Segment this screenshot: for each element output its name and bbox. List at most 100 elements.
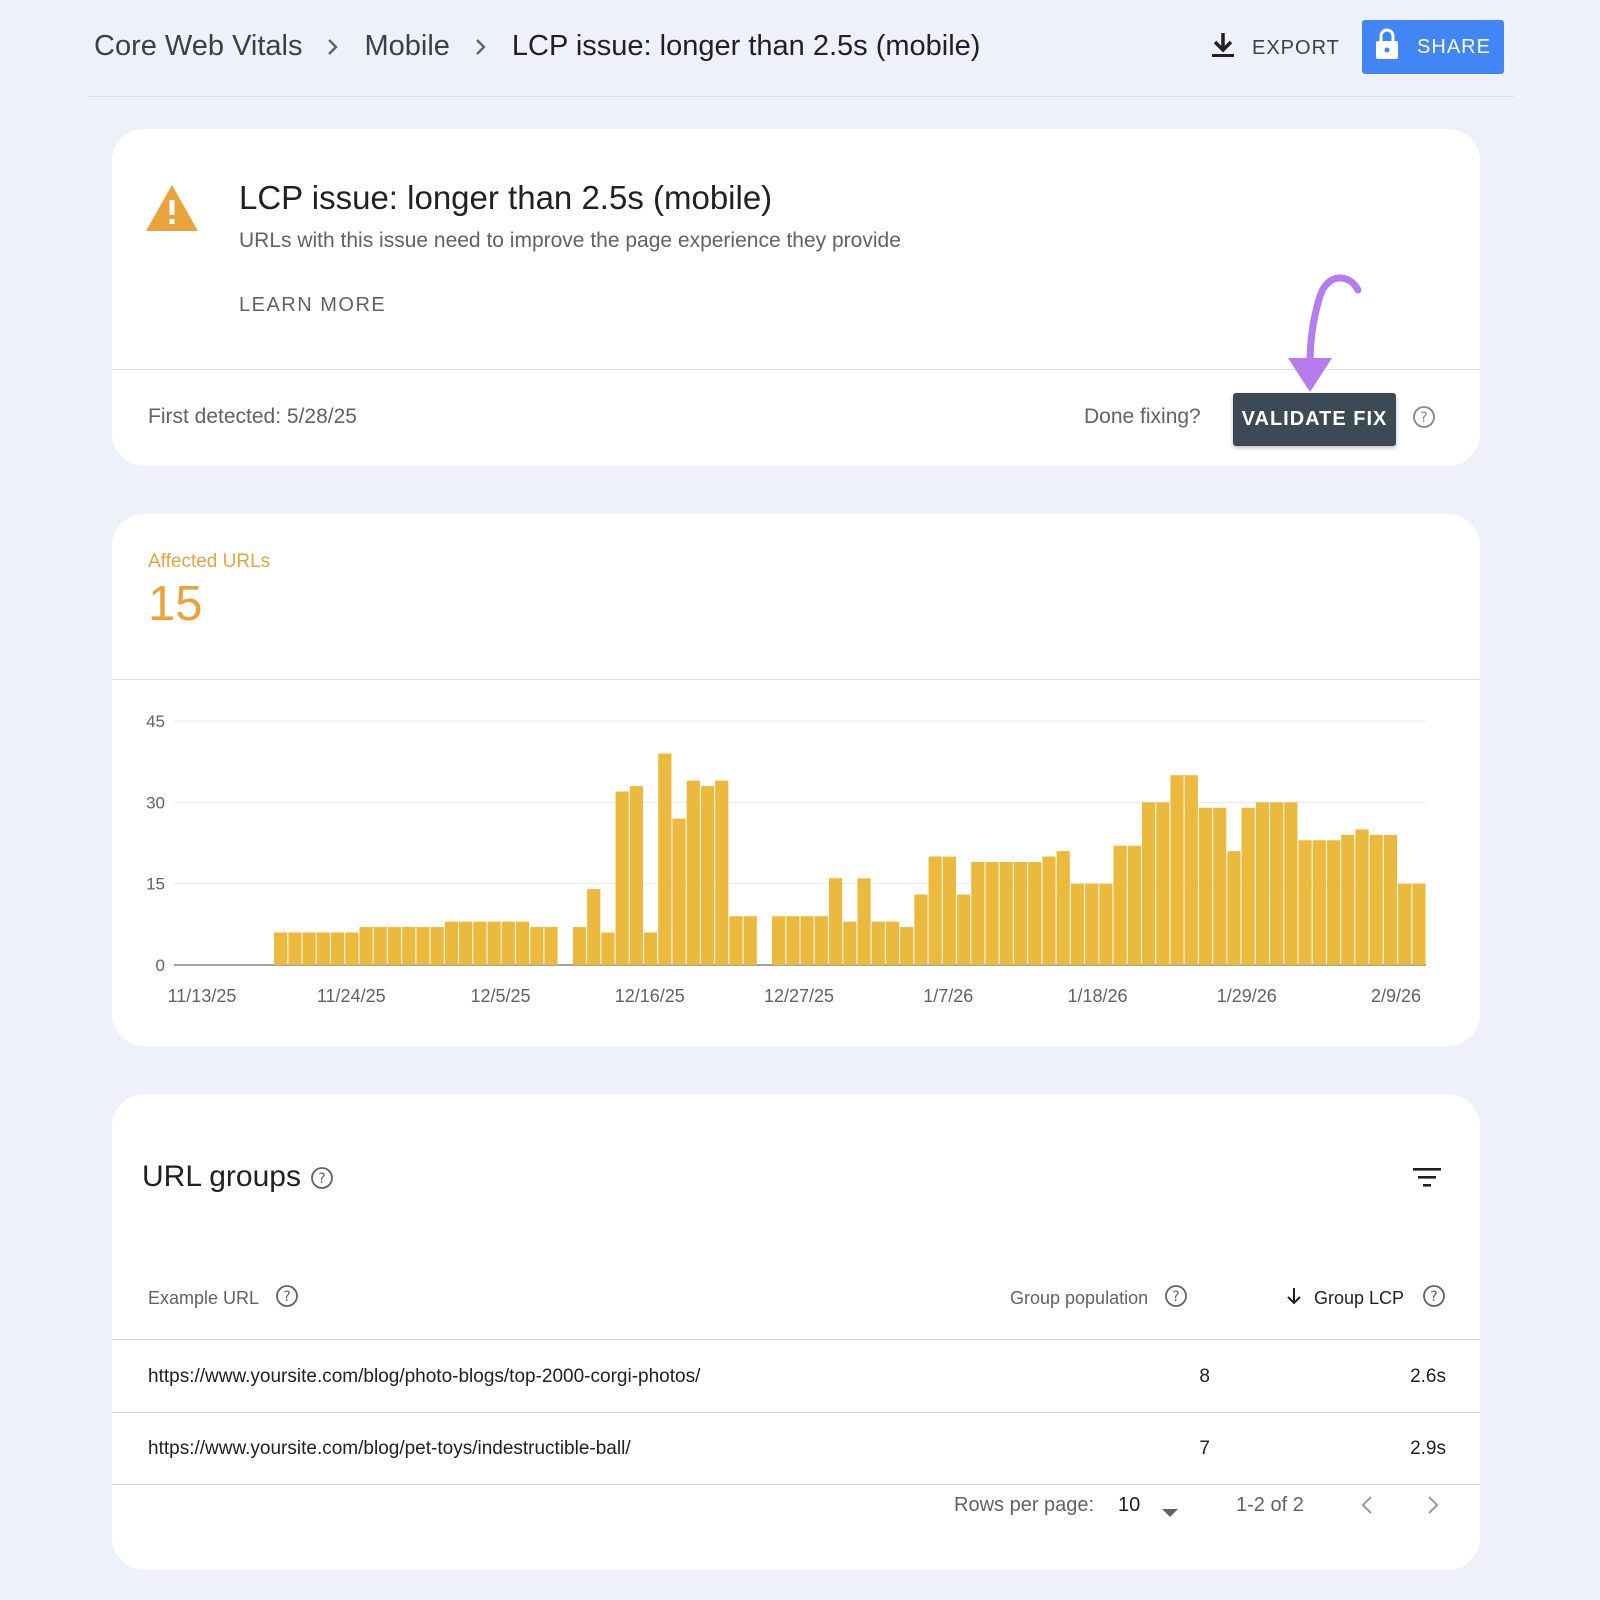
- chart-bar: [473, 921, 487, 965]
- help-icon[interactable]: ?: [310, 1166, 334, 1195]
- chart-bar: [900, 927, 914, 965]
- chart-bar: [544, 927, 558, 965]
- chart-bar: [814, 916, 828, 965]
- svg-text:?: ?: [318, 1171, 325, 1187]
- column-header-label: Group LCP: [1314, 1288, 1405, 1308]
- chart-bar: [1170, 775, 1184, 965]
- chart-bar: [430, 927, 444, 965]
- chart-bar: [459, 921, 473, 965]
- learn-more-link[interactable]: LEARN MORE: [239, 294, 387, 316]
- share-button[interactable]: SHARE: [1362, 20, 1504, 74]
- chart-bar: [1341, 834, 1355, 965]
- row-lcp: 2.9s: [1410, 1438, 1446, 1459]
- chart-bar: [1013, 861, 1028, 965]
- chart-bar: [1270, 802, 1284, 965]
- affected-urls-card: Affected URLs 15 45 30 15 0 11/13/25 11/24/25…: [112, 514, 1480, 1046]
- breadcrumb-mobile[interactable]: Mobile: [364, 30, 450, 62]
- affected-urls-label: Affected URLs: [148, 551, 271, 572]
- x-tick-label: 2/9/26: [1371, 986, 1421, 1006]
- chart-bar: [1113, 845, 1127, 965]
- help-icon[interactable]: ?: [275, 1284, 299, 1313]
- chart-bar: [444, 921, 459, 965]
- chart-bar: [1127, 845, 1141, 965]
- sort-descending-icon: [1284, 1286, 1304, 1311]
- chart-bar: [971, 861, 985, 965]
- y-tick-label: 30: [146, 793, 165, 812]
- column-header-example-url[interactable]: Example URL ?: [148, 1284, 299, 1313]
- chart-bar: [928, 856, 942, 965]
- export-label: EXPORT: [1252, 36, 1340, 59]
- x-tick-label: 1/18/26: [1067, 986, 1127, 1006]
- dropdown-caret-icon[interactable]: [1160, 1502, 1180, 1525]
- rows-per-page-label: Rows per page:: [954, 1494, 1095, 1516]
- divider: [112, 679, 1480, 680]
- svg-text:?: ?: [283, 1289, 290, 1305]
- next-page-icon[interactable]: [1426, 1494, 1440, 1522]
- chart-bar: [1099, 883, 1113, 965]
- chart-bar: [1398, 883, 1412, 965]
- validate-fix-button[interactable]: VALIDATE FIX: [1233, 393, 1396, 446]
- chart-bar: [1255, 802, 1269, 965]
- breadcrumb-core-web-vitals[interactable]: Core Web Vitals: [94, 30, 303, 62]
- svg-text:?: ?: [1430, 1289, 1437, 1305]
- x-tick-label: 11/24/25: [317, 986, 386, 1006]
- chart-bar: [1298, 840, 1312, 965]
- chart-bar: [1326, 840, 1341, 965]
- pagination-range: 1-2 of 2: [1236, 1494, 1304, 1516]
- download-icon: [1210, 31, 1236, 65]
- row-population: 7: [1199, 1438, 1210, 1459]
- x-tick-label: 12/16/25: [615, 986, 685, 1006]
- chart-bar: [416, 927, 430, 965]
- share-label: SHARE: [1417, 35, 1491, 58]
- chart-bar: [1070, 883, 1085, 965]
- chart-bar: [942, 856, 956, 965]
- chart-bar: [871, 921, 885, 965]
- chart-bar: [572, 927, 587, 965]
- chart-bar: [700, 786, 715, 965]
- chart-bar: [1241, 807, 1255, 965]
- chart-bar: [1412, 883, 1426, 965]
- export-button[interactable]: EXPORT: [1210, 28, 1340, 68]
- chart-bar: [1042, 856, 1056, 965]
- chart-bar: [1284, 802, 1298, 965]
- svg-text:?: ?: [1172, 1289, 1179, 1305]
- url-groups-title: URL groups: [142, 1160, 301, 1193]
- chart-bar: [1369, 834, 1383, 965]
- chart-bar: [686, 780, 700, 965]
- help-icon[interactable]: ?: [1164, 1284, 1188, 1313]
- x-tick-label: 11/13/25: [168, 986, 237, 1006]
- chart-bar: [1056, 851, 1070, 965]
- chart-bar: [1355, 829, 1369, 965]
- column-header-label: Example URL: [148, 1288, 260, 1308]
- divider: [112, 1412, 1480, 1413]
- chart-bar: [515, 921, 530, 965]
- chart-bar: [487, 921, 501, 965]
- chart-bar: [999, 861, 1013, 965]
- lock-icon: [1375, 28, 1399, 66]
- help-icon[interactable]: ?: [1412, 405, 1436, 434]
- chart-bar: [715, 780, 729, 965]
- url-groups-card: URL groups ? Example URL ? Group populat…: [112, 1094, 1480, 1570]
- chart-bar: [985, 861, 999, 965]
- chart-bar: [1227, 851, 1241, 965]
- chart-bar: [1198, 807, 1213, 965]
- chart-bar: [402, 927, 416, 965]
- previous-page-icon[interactable]: [1360, 1494, 1374, 1522]
- chart-bar: [373, 927, 387, 965]
- chart-bar: [1383, 834, 1398, 965]
- row-url[interactable]: https://www.yoursite.com/blog/pet-toys/i…: [148, 1438, 631, 1459]
- chart-bar: [1085, 883, 1099, 965]
- filter-icon[interactable]: [1412, 1166, 1442, 1195]
- row-url[interactable]: https://www.yoursite.com/blog/photo-blog…: [148, 1366, 701, 1387]
- rows-per-page-select[interactable]: 10: [1118, 1494, 1141, 1516]
- chart-bar: [729, 916, 743, 965]
- done-fixing-label: Done fixing?: [1084, 405, 1201, 428]
- issue-title: LCP issue: longer than 2.5s (mobile): [239, 179, 773, 216]
- divider: [112, 369, 1480, 370]
- chart-bar: [672, 818, 686, 965]
- column-header-group-lcp[interactable]: Group LCP ?: [1284, 1284, 1446, 1313]
- chart-bar: [302, 932, 316, 965]
- help-icon[interactable]: ?: [1422, 1284, 1446, 1313]
- column-header-group-population[interactable]: Group population ?: [1010, 1284, 1188, 1313]
- chart-bar: [1028, 861, 1042, 965]
